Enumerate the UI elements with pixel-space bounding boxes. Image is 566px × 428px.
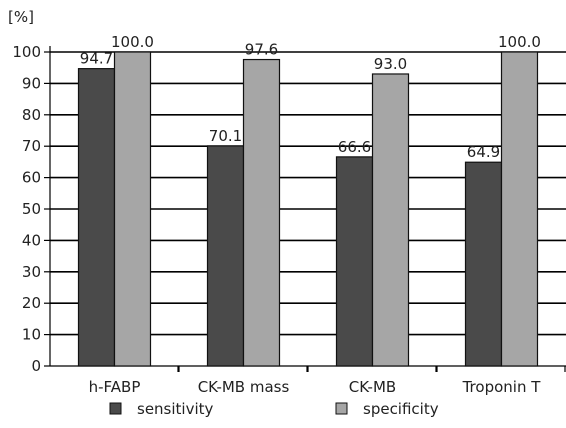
y-tick-label: 100 xyxy=(12,43,41,61)
data-label-specificity: 100.0 xyxy=(498,33,541,51)
y-tick-label: 0 xyxy=(31,357,41,375)
x-tick-label: CK-MB xyxy=(349,378,396,396)
x-tick-label: h-FABP xyxy=(89,378,141,396)
data-label-sensitivity: 94.7 xyxy=(80,50,113,68)
x-tick-label: CK-MB mass xyxy=(198,378,290,396)
bar-sensitivity xyxy=(77,68,116,367)
legend-swatch-specificity xyxy=(335,402,348,415)
bar-specificity xyxy=(113,51,152,367)
legend-swatch-sensitivity xyxy=(109,402,122,415)
data-label-sensitivity: 64.9 xyxy=(467,143,500,161)
y-axis-unit-label: [%] xyxy=(8,8,34,26)
data-label-sensitivity: 70.1 xyxy=(209,127,242,145)
y-tick-label: 60 xyxy=(22,169,41,187)
data-label-specificity: 97.6 xyxy=(245,41,278,59)
bar-sensitivity xyxy=(335,156,374,367)
data-label-specificity: 93.0 xyxy=(374,55,407,73)
legend-label-specificity: specificity xyxy=(363,400,439,418)
y-tick-label: 90 xyxy=(22,74,41,92)
y-tick-label: 40 xyxy=(22,231,41,249)
y-tick-label: 10 xyxy=(22,326,41,344)
y-tick-label: 70 xyxy=(22,137,41,155)
legend-label-sensitivity: sensitivity xyxy=(137,400,214,418)
y-tick-label: 50 xyxy=(22,200,41,218)
y-tick-label: 20 xyxy=(22,294,41,312)
x-tick-label: Troponin T xyxy=(462,378,542,396)
bars xyxy=(77,51,539,367)
bar-sensitivity xyxy=(206,145,245,367)
bar-specificity xyxy=(371,73,410,367)
legend: sensitivity specificity xyxy=(109,400,439,418)
data-label-specificity: 100.0 xyxy=(111,33,154,51)
bar-sensitivity xyxy=(464,161,503,367)
data-label-sensitivity: 66.6 xyxy=(338,138,371,156)
bar-specificity xyxy=(500,51,539,367)
y-tick-label: 30 xyxy=(22,263,41,281)
bar-specificity xyxy=(242,58,281,367)
y-tick-label: 80 xyxy=(22,106,41,124)
